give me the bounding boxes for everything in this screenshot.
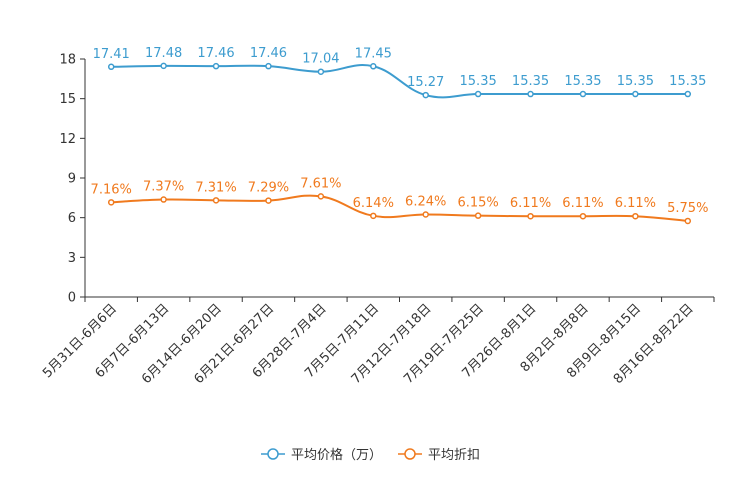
discount-point (527, 212, 534, 220)
discount-point (422, 211, 429, 218)
discount-point (107, 199, 115, 206)
discount-data-label: 6.14% (353, 196, 394, 211)
discount-point (474, 212, 482, 219)
price-series-line (111, 64, 688, 99)
legend-item-discount[interactable]: 平均折扣 (398, 448, 480, 463)
discount-data-label: 6.15% (457, 196, 498, 211)
discount-point (317, 193, 325, 200)
price-data-label: 17.41 (93, 47, 130, 62)
discount-data-label: 7.29% (248, 181, 289, 196)
price-point (370, 63, 377, 70)
price-data-label: 17.46 (197, 46, 234, 61)
y-tick-label: 0 (68, 291, 76, 306)
y-tick-label: 18 (59, 53, 76, 68)
discount-point (632, 212, 639, 220)
price-data-label: 15.35 (669, 74, 706, 89)
discount-data-label: 7.37% (143, 180, 184, 195)
price-point (632, 90, 639, 98)
legend-discount-marker (404, 448, 416, 460)
price-point (474, 90, 482, 98)
discount-data-label: 6.11% (615, 196, 656, 211)
discount-series-line (111, 194, 688, 222)
discount-data-label: 6.11% (510, 196, 551, 211)
price-point (527, 90, 534, 98)
legend-price-label: 平均价格（万） (291, 447, 382, 463)
axes: 03691215185月31日-6月6日6月7日-6月13日6月14日-6月20… (40, 53, 715, 387)
discount-point (265, 197, 272, 204)
discount-point (370, 212, 377, 220)
legend-price-marker (267, 448, 279, 460)
price-data-label: 15.35 (460, 74, 497, 89)
price-point (265, 62, 272, 70)
series-layer (107, 62, 692, 225)
price-point (579, 90, 587, 98)
legend-discount-label: 平均折扣 (428, 448, 480, 463)
price-data-label: 17.45 (355, 46, 392, 61)
price-point (160, 62, 167, 70)
price-point (684, 90, 692, 98)
y-tick-label: 15 (59, 92, 76, 107)
discount-point (579, 212, 587, 220)
price-point (422, 91, 429, 99)
price-point (317, 68, 325, 75)
legend[interactable]: 平均价格（万） 平均折扣 (261, 447, 480, 463)
price-data-label: 17.04 (302, 52, 339, 67)
price-point (212, 62, 220, 70)
price-data-label: 15.35 (564, 74, 601, 89)
price-data-label: 17.48 (145, 46, 182, 61)
discount-data-label: 6.11% (562, 196, 603, 211)
y-tick-label: 9 (68, 172, 76, 187)
y-tick-label: 3 (68, 251, 76, 266)
data-labels-layer: 17.41 17.48 17.46 17.46 17.04 17.45 15.27 15.35… (91, 46, 709, 216)
discount-data-label: 5.75% (667, 201, 708, 216)
price-data-label: 15.35 (617, 74, 654, 89)
discount-data-label: 6.24% (405, 194, 446, 209)
legend-item-price[interactable]: 平均价格（万） (261, 447, 382, 463)
discount-data-label: 7.16% (91, 182, 132, 197)
price-point (107, 63, 115, 71)
price-data-label: 15.35 (512, 74, 549, 89)
discount-data-label: 7.61% (300, 176, 341, 191)
discount-data-label: 7.31% (195, 180, 236, 195)
y-tick-label: 12 (59, 132, 76, 147)
price-data-label: 15.27 (407, 75, 444, 90)
discount-point (160, 196, 167, 203)
discount-point (684, 217, 692, 225)
y-tick-label: 6 (68, 211, 76, 226)
discount-point (212, 197, 220, 204)
price-data-label: 17.46 (250, 46, 287, 61)
